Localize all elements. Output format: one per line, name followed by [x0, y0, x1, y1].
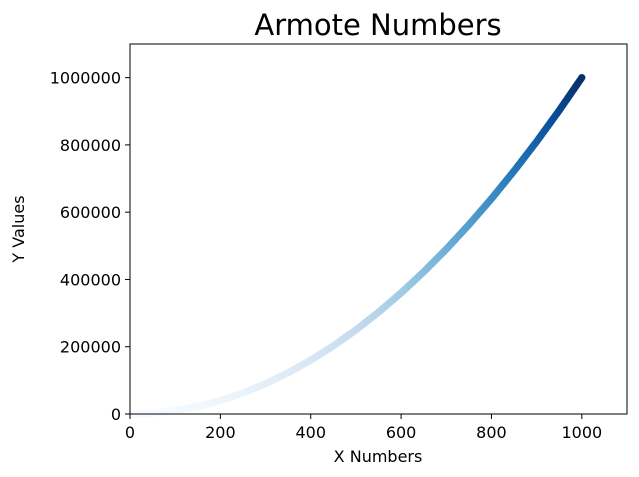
x-axis-label: X Numbers — [334, 447, 423, 466]
axes: 0 200 400 600 800 1000 0 200000 400000 600000 8000… — [50, 43, 628, 442]
x-tick-label: 600 — [386, 423, 417, 442]
x-tick-label: 0 — [125, 423, 135, 442]
y-tick-label: 600000 — [60, 203, 121, 222]
plot-frame — [129, 43, 628, 415]
chart-title: Armote Numbers — [254, 8, 501, 42]
data-point — [578, 74, 586, 82]
y-tick-label: 400000 — [60, 270, 121, 289]
x-tick-label: 400 — [295, 423, 326, 442]
y-tick-label: 800000 — [60, 136, 121, 155]
data-points — [126, 74, 586, 418]
x-tick-label: 1000 — [561, 423, 602, 442]
x-tick-label: 200 — [205, 423, 236, 442]
y-axis-label: Y Values — [9, 195, 28, 263]
y-tick-label: 0 — [111, 405, 121, 424]
y-tick-label: 200000 — [60, 338, 121, 357]
x-tick-label: 800 — [476, 423, 507, 442]
y-tick-label: 1000000 — [50, 69, 121, 88]
